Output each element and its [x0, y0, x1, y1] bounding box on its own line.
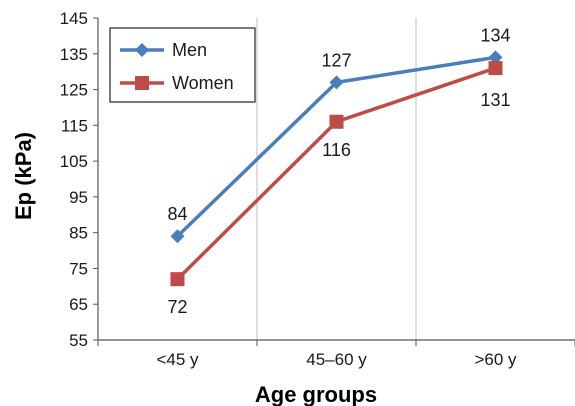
point-men: [488, 50, 503, 65]
data-label-women: 116: [322, 140, 351, 160]
point-men: [170, 229, 185, 244]
y-tick-labels: 55 65 75 85 95 105 115 125 135 145: [60, 9, 88, 350]
y-axis-title: Ep (kPa): [11, 132, 36, 220]
x-tick-label: 45–60 y: [306, 350, 367, 369]
series-markers: [170, 50, 503, 287]
legend-women-label: Women: [172, 73, 234, 93]
legend-women-square-icon: [135, 76, 149, 90]
point-women: [329, 114, 344, 129]
data-label-women: 131: [480, 90, 510, 110]
gridlines: [256, 18, 417, 340]
x-tick-label: >60 y: [474, 350, 517, 369]
y-tick-label: 95: [69, 188, 88, 207]
y-tick-label: 65: [69, 295, 88, 314]
y-tick-label: 125: [60, 81, 88, 100]
y-tick-label: 85: [69, 224, 88, 243]
legend-men-diamond-icon: [135, 43, 149, 57]
legend: Men Women: [109, 27, 256, 103]
point-women: [488, 61, 503, 76]
legend-box: [109, 27, 256, 103]
x-tick-labels: <45 y 45–60 y >60 y: [156, 350, 517, 369]
y-tick-label: 145: [60, 9, 88, 28]
data-label-men: 84: [167, 204, 187, 224]
data-labels: 84 127 134 72 116 131: [167, 25, 510, 317]
axes: [93, 17, 575, 346]
legend-men-label: Men: [172, 40, 207, 60]
y-tick-label: 135: [60, 45, 88, 64]
data-label-men: 127: [321, 50, 351, 70]
point-women: [170, 272, 185, 287]
x-axis-title: Age groups: [255, 382, 377, 406]
y-tick-label: 115: [61, 116, 88, 135]
y-tick-label: 75: [69, 259, 88, 278]
y-tick-label: 105: [60, 152, 88, 171]
x-tick-label: <45 y: [156, 350, 199, 369]
point-men: [329, 75, 344, 90]
data-label-women: 72: [167, 297, 187, 317]
y-tick-label: 55: [69, 331, 88, 350]
data-label-men: 134: [480, 25, 510, 45]
